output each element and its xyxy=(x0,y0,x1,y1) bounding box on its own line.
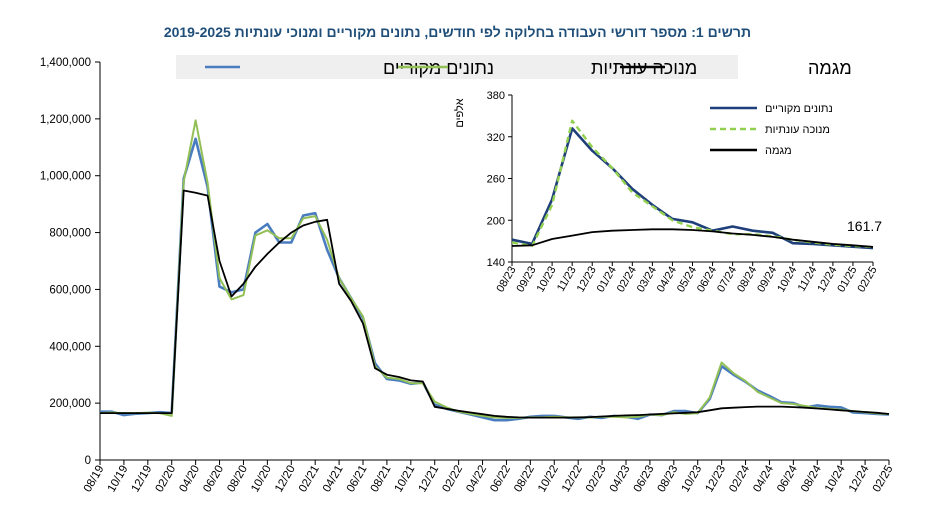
main-legend: נתונים מקוריים מנוכה עונתיות מגמה xyxy=(176,55,852,79)
inset-legend-label: מגמה xyxy=(765,145,792,157)
x-tick-label: 10/21 xyxy=(393,464,418,495)
inset-y-tick-label: 260 xyxy=(487,174,505,186)
x-tick-label: 04/23 xyxy=(608,464,633,495)
inset-legend-label: מנוכה עונתיות xyxy=(765,124,830,136)
inset-x-tick-label: 02/24 xyxy=(615,265,639,295)
y-tick-label: 800,000 xyxy=(49,228,91,240)
x-tick-label: 02/23 xyxy=(584,464,609,495)
y-tick-label: 400,000 xyxy=(49,341,91,353)
y-tick-label: 1,000,000 xyxy=(40,171,91,183)
x-tick-label: 04/24 xyxy=(751,463,776,494)
inset-y-tick-label: 320 xyxy=(487,132,505,144)
x-tick-label: 12/24 xyxy=(847,463,872,494)
inset-line-seasonal xyxy=(511,119,874,249)
inset-y-tick-label: 140 xyxy=(487,257,505,269)
inset-x-tick-label: 03/24 xyxy=(635,265,659,295)
legend-label: מגמה xyxy=(808,58,852,78)
x-tick-label: 10/24 xyxy=(823,463,848,494)
inset-x-tick-label: 07/24 xyxy=(715,265,739,295)
x-tick-label: 04/22 xyxy=(464,463,489,494)
series-line-seasonal xyxy=(99,119,890,419)
inset-x-tick-label: 09/23 xyxy=(514,265,538,295)
x-tick-label: 06/20 xyxy=(201,464,226,495)
inset-x-tick-label: 02/25 xyxy=(855,265,879,295)
x-tick-label: 08/21 xyxy=(369,464,394,495)
x-tick-label: 08/23 xyxy=(656,464,681,495)
chart-title: תרשים 1: מספר דורשי העבודה בחלוקה לפי חו… xyxy=(163,24,751,40)
inset-x-tick-label: 10/23 xyxy=(535,265,559,295)
inset-x-tick-label: 10/24 xyxy=(775,265,799,295)
x-tick-label: 12/23 xyxy=(703,464,728,495)
x-tick-label: 02/25 xyxy=(871,464,896,495)
y-tick-label: 200,000 xyxy=(49,398,91,410)
inset-x-tick-label: 12/23 xyxy=(575,265,599,295)
x-tick-label: 06/22 xyxy=(488,464,513,495)
y-tick-label: 0 xyxy=(85,455,91,467)
x-tick-label: 06/23 xyxy=(632,464,657,495)
inset-x-tick-label: 08/24 xyxy=(735,265,759,295)
inset-chart: 140200260320380אלפים08/2309/2310/2311/23… xyxy=(453,90,882,294)
x-tick-label: 08/24 xyxy=(799,463,824,494)
y-tick-label: 1,200,000 xyxy=(40,114,91,126)
inset-line-original xyxy=(511,127,874,250)
x-tick-label: 12/19 xyxy=(130,464,155,495)
y-tick-label: 600,000 xyxy=(49,284,91,296)
inset-x-tick-label: 09/24 xyxy=(755,265,779,295)
x-tick-label: 06/24 xyxy=(775,463,800,494)
inset-series: 161.7 xyxy=(511,119,882,250)
x-tick-label: 12/22 xyxy=(560,464,585,495)
series-line-original xyxy=(100,137,890,422)
x-tick-label: 10/19 xyxy=(106,464,131,495)
inset-x-tick-label: 12/24 xyxy=(815,265,839,295)
x-tick-label: 10/22 xyxy=(536,464,561,495)
inset-line-trend xyxy=(511,228,874,248)
inset-x-tick-label: 01/25 xyxy=(835,265,859,295)
y-tick-label: 1,400,000 xyxy=(40,57,91,69)
inset-y-tick-label: 200 xyxy=(487,215,505,227)
x-tick-label: 02/22 xyxy=(440,464,465,495)
inset-x-tick-label: 04/24 xyxy=(655,265,679,295)
x-tick-label: 10/23 xyxy=(680,464,705,495)
inset-y-axis-label: אלפים xyxy=(453,98,466,127)
inset-legend-label: נתונים מקוריים xyxy=(765,103,833,115)
x-tick-label: 12/20 xyxy=(273,464,298,495)
main-series xyxy=(99,119,890,422)
inset-x-tick-label: 05/24 xyxy=(675,265,699,295)
x-tick-label: 06/21 xyxy=(345,464,370,495)
x-tick-label: 04/21 xyxy=(321,464,346,495)
x-tick-label: 02/21 xyxy=(297,464,322,495)
inset-x-tick-label: 01/24 xyxy=(595,265,619,295)
inset-annotation-last-value: 161.7 xyxy=(847,218,882,234)
x-tick-label: 02/24 xyxy=(727,463,752,494)
x-tick-label: 02/20 xyxy=(154,464,179,495)
x-tick-label: 10/20 xyxy=(249,464,274,495)
x-tick-label: 04/20 xyxy=(177,464,202,495)
x-tick-label: 08/19 xyxy=(82,464,107,495)
inset-y-tick-label: 380 xyxy=(487,90,505,102)
inset-x-tick-label: 06/24 xyxy=(695,265,719,295)
inset-background xyxy=(487,95,875,263)
x-tick-label: 08/22 xyxy=(512,464,537,495)
inset-legend: נתונים מקוריים מנוכה עונתיות מגמה xyxy=(710,103,833,157)
series-line-trend xyxy=(100,189,890,419)
x-tick-label: 12/21 xyxy=(417,464,442,495)
x-tick-label: 08/20 xyxy=(225,464,250,495)
